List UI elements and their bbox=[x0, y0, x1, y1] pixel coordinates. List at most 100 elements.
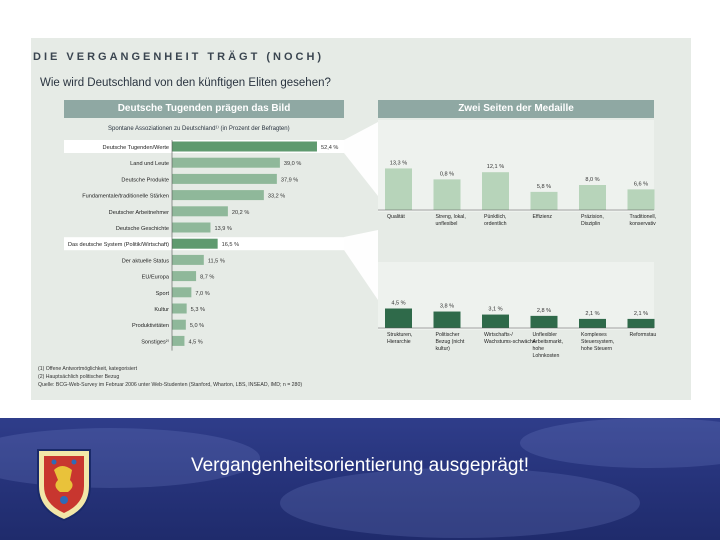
column-pos-4 bbox=[579, 185, 606, 210]
column-category-pos-1-line1: unflexibel bbox=[436, 221, 458, 227]
column-category-pos-1-line0: Streng, lokal, bbox=[436, 214, 466, 220]
connector-wedge-bottom bbox=[344, 230, 378, 300]
value-label-7: 11,5 % bbox=[208, 258, 225, 264]
value-label-6: 16,5 % bbox=[222, 242, 239, 248]
connector-wedge-top bbox=[344, 122, 378, 196]
category-label-2: Deutsche Produkte bbox=[121, 177, 169, 183]
bar-0 bbox=[172, 141, 317, 152]
bar-1 bbox=[172, 157, 280, 168]
figure-question: Wie wird Deutschland von den künftigen E… bbox=[40, 77, 331, 89]
column-value-pos-5: 6,6 % bbox=[634, 181, 648, 187]
column-category-pos-0-line0: Qualität bbox=[387, 214, 405, 220]
column-value-neg-4: 2,1 % bbox=[585, 311, 599, 317]
bar-6 bbox=[172, 238, 218, 249]
value-label-0: 52,4 % bbox=[321, 145, 338, 151]
column-value-neg-2: 3,1 % bbox=[488, 307, 502, 313]
category-label-7: Der aktuelle Status bbox=[122, 258, 169, 264]
column-pos-5 bbox=[627, 189, 655, 210]
value-label-12: 4,5 % bbox=[188, 339, 202, 345]
column-category-neg-3-line3: Lohnkosten bbox=[533, 353, 560, 359]
column-category-neg-5-line0: Reformstau bbox=[630, 332, 657, 338]
column-neg-4 bbox=[579, 318, 606, 328]
column-category-neg-1-line2: kultur) bbox=[436, 346, 451, 352]
column-pos-2 bbox=[482, 172, 509, 210]
column-category-neg-3-line0: Unflexibler bbox=[533, 332, 558, 338]
category-label-12: Sonstiges²⁾ bbox=[141, 338, 169, 345]
value-label-3: 33,2 % bbox=[268, 194, 285, 200]
bar-5 bbox=[172, 222, 211, 233]
column-value-neg-5: 2,1 % bbox=[634, 311, 648, 317]
value-label-9: 7,0 % bbox=[195, 291, 209, 297]
slide-bottom-band bbox=[0, 418, 720, 540]
category-label-6: Das deutsche System (Politik/Wirtschaft) bbox=[68, 242, 169, 248]
figure-panel bbox=[31, 38, 691, 400]
category-label-3: Fundamentale/traditionelle Stärken bbox=[82, 194, 169, 200]
column-category-pos-3-line0: Effizienz bbox=[533, 214, 553, 220]
column-pos-3 bbox=[530, 191, 558, 210]
bar-3 bbox=[172, 190, 264, 201]
column-category-pos-2-line1: ordentlich bbox=[484, 221, 507, 227]
column-neg-5 bbox=[627, 318, 655, 328]
column-category-pos-4-line0: Präzision, bbox=[581, 214, 604, 220]
column-value-neg-3: 2,8 % bbox=[537, 308, 551, 314]
category-label-5: Deutsche Geschichte bbox=[116, 226, 169, 232]
column-category-neg-4-line2: hohe Steuern bbox=[581, 346, 612, 352]
bar-9 bbox=[172, 287, 192, 298]
figure-headline: DIE VERGANGENHEIT TRÄGT (NOCH) bbox=[33, 51, 325, 63]
chart-canvas: Spontane Assoziationen zu Deutschland¹⁾ … bbox=[38, 120, 657, 388]
wave-decoration bbox=[520, 418, 720, 468]
value-label-11: 5,0 % bbox=[190, 323, 204, 329]
column-category-pos-4-line1: Disziplin bbox=[581, 221, 600, 227]
value-label-4: 20,2 % bbox=[232, 210, 249, 216]
column-neg-3 bbox=[530, 315, 558, 328]
column-value-neg-0: 4,5 % bbox=[391, 301, 405, 307]
category-label-4: Deutscher Arbeitnehmer bbox=[109, 210, 169, 216]
column-category-neg-1-line1: Bezug (nicht bbox=[436, 339, 465, 345]
value-label-2: 37,9 % bbox=[281, 177, 298, 183]
column-value-pos-3: 5,8 % bbox=[537, 184, 551, 190]
bar-2 bbox=[172, 173, 277, 184]
right-panel-title: Zwei Seiten der Medaille bbox=[378, 100, 654, 118]
value-label-10: 5,3 % bbox=[191, 307, 205, 313]
column-category-neg-3-line1: Arbeitsmarkt, bbox=[533, 339, 564, 345]
right-chart-bg-neg bbox=[378, 262, 654, 330]
column-category-neg-4-line0: Komplexes bbox=[581, 332, 607, 338]
category-label-8: EU/Europa bbox=[142, 275, 170, 281]
column-category-neg-0-line1: Hierarchie bbox=[387, 339, 411, 345]
left-panel-title: Deutsche Tugenden prägen das Bild bbox=[64, 100, 344, 118]
right-chart-bg-pos bbox=[378, 120, 654, 212]
category-label-10: Kultur bbox=[154, 307, 169, 313]
bar-12 bbox=[172, 335, 185, 346]
column-value-pos-4: 8,0 % bbox=[585, 177, 599, 183]
category-label-1: Land und Leute bbox=[130, 161, 169, 167]
column-value-pos-2: 12,1 % bbox=[487, 164, 504, 170]
bar-4 bbox=[172, 206, 228, 217]
column-pos-0 bbox=[385, 168, 412, 210]
column-neg-0 bbox=[385, 308, 412, 328]
column-pos-1 bbox=[433, 179, 461, 210]
column-value-neg-1: 3,8 % bbox=[440, 304, 454, 310]
column-category-neg-0-line0: Strukturen, bbox=[387, 332, 412, 338]
category-label-0: Deutsche Tugenden/Werte bbox=[103, 145, 169, 151]
column-category-neg-2-line1: Wachstums-schwäche bbox=[484, 339, 536, 345]
category-label-11: Produktivitäten bbox=[132, 323, 169, 329]
bar-8 bbox=[172, 271, 197, 282]
column-category-pos-5-line1: konservativ bbox=[630, 221, 657, 227]
column-category-neg-2-line0: Wirtschafts-/ bbox=[484, 332, 513, 338]
city-crest-logo bbox=[37, 449, 91, 522]
left-chart-subtitle: Spontane Assoziationen zu Deutschland¹⁾ … bbox=[108, 125, 290, 132]
value-label-5: 13,9 % bbox=[214, 226, 231, 232]
bar-10 bbox=[172, 303, 187, 314]
column-category-neg-3-line2: hohe bbox=[533, 346, 545, 352]
column-neg-1 bbox=[433, 311, 461, 328]
footnote-1: (2) Hauptsächlich politischer Bezug bbox=[38, 374, 119, 380]
value-label-8: 8,7 % bbox=[200, 275, 214, 281]
column-category-neg-4-line1: Steuersystem, bbox=[581, 339, 614, 345]
column-category-pos-5-line0: Traditionell, bbox=[630, 214, 657, 220]
column-category-neg-1-line0: Politischer bbox=[436, 332, 460, 338]
wave-decoration bbox=[280, 468, 640, 538]
bar-11 bbox=[172, 319, 186, 330]
bar-7 bbox=[172, 254, 204, 265]
column-category-pos-2-line0: Pünktlich, bbox=[484, 214, 507, 220]
column-value-pos-0: 13,3 % bbox=[390, 160, 407, 166]
